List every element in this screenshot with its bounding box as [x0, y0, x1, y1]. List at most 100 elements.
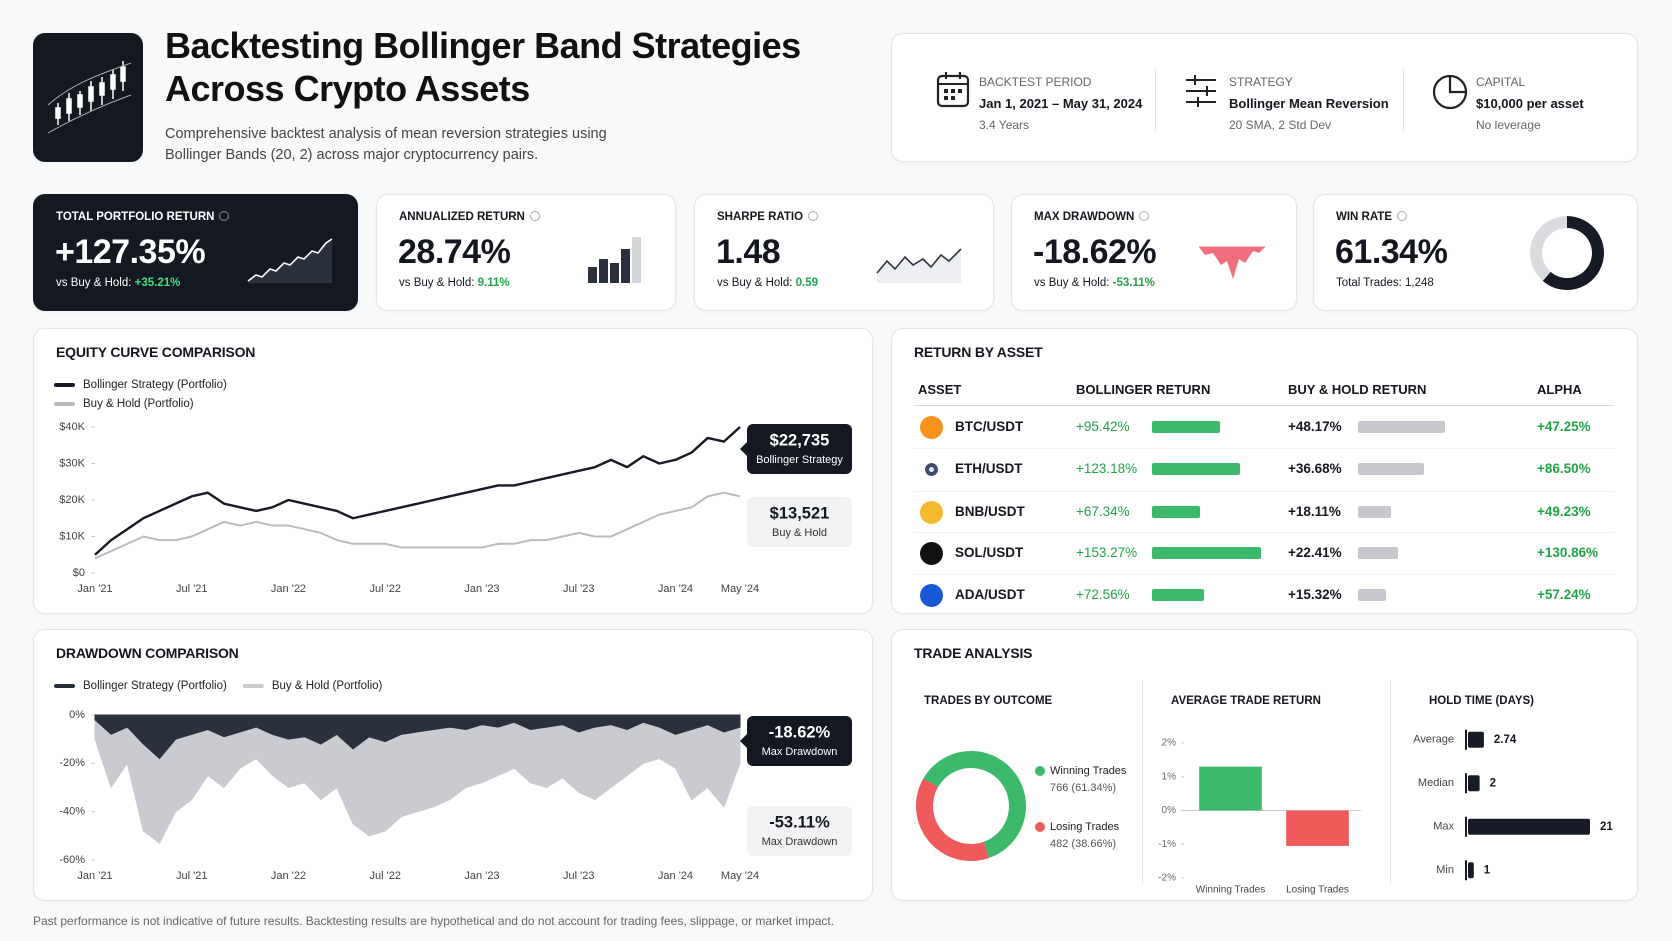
data-label: 482 (38.66%)	[1050, 838, 1116, 850]
kpi-compare-value: +35.21%	[134, 277, 181, 289]
column-header: ASSET	[918, 382, 962, 397]
y-tick-label: 0%	[69, 709, 85, 721]
divider	[1390, 680, 1391, 885]
win-rate-donut	[1530, 216, 1604, 290]
drawdown-card: DRAWDOWN COMPARISON 0% -20% -40% -60% Jan '2…	[33, 629, 873, 901]
row-rule	[914, 491, 1614, 492]
kpi-label: TOTAL PORTFOLIO RETURN	[56, 211, 230, 223]
kpi-label-text: MAX DRAWDOWN	[1034, 211, 1135, 223]
kpi-value: 1.48	[716, 233, 781, 271]
info-icon	[1397, 211, 1408, 221]
kpi-compare: vs Buy & Hold: 9.11%	[399, 277, 510, 289]
column-header: BOLLINGER RETURN	[1076, 382, 1211, 397]
meta-item: STRATEGY Bollinger Mean Reversion 20 SMA, …	[1229, 75, 1389, 132]
x-tick-label: Jan '21	[77, 583, 112, 595]
kpi-label-text: SHARPE RATIO	[717, 211, 804, 223]
bollinger-bar	[1152, 463, 1240, 475]
alpha: +47.25%	[1537, 419, 1591, 434]
kpi-compare: vs Buy & Hold: -53.11%	[1034, 277, 1155, 289]
x-tick-label: Jan '24	[658, 583, 693, 595]
legend-dot	[1035, 822, 1045, 832]
legend-label: Bollinger Strategy (Portfolio)	[83, 379, 227, 391]
buy-hold-bar	[1358, 463, 1425, 475]
callout-caption: Bollinger Strategy	[756, 454, 843, 466]
bollinger-return: +72.56%	[1076, 587, 1130, 602]
x-tick-label: Jan '22	[271, 870, 306, 882]
bollinger-bar	[1152, 421, 1220, 433]
trade-card: TRADE ANALYSIS TRADES BY OUTCOME Winning …	[891, 629, 1638, 901]
x-tick-label: Jul '21	[176, 583, 207, 595]
kpi-compare-value: 0.59	[795, 277, 819, 289]
callout-value: -18.62%	[769, 723, 831, 741]
meta-item: CAPITAL $10,000 per asset No leverage	[1476, 75, 1584, 132]
logo	[33, 33, 143, 162]
kpi-compare: vs Buy & Hold: +35.21%	[56, 277, 180, 289]
kpi-label: ANNUALIZED RETURN	[399, 211, 540, 223]
return-card: RETURN BY ASSET ASSET BOLLINGER RETURN BUY…	[891, 328, 1638, 614]
asset-icon	[920, 458, 943, 481]
kpi-value: -18.62%	[1033, 233, 1157, 271]
equity-card: EQUITY CURVE COMPARISON $0 $10K $20K $30K $4…	[33, 328, 873, 614]
sparkline	[876, 248, 962, 283]
kpi-note: Total Trades: 1,248	[1336, 277, 1434, 289]
kpi-value: +127.35%	[55, 233, 206, 271]
info-icon	[219, 211, 230, 221]
bollinger-bar	[1152, 506, 1200, 518]
data-label: 766 (61.34%)	[1050, 782, 1116, 794]
asset-name: BTC/USDT	[955, 419, 1024, 434]
info-icon	[808, 211, 819, 221]
alpha: +130.86%	[1537, 545, 1599, 560]
footer-note: Past performance is not indicative of fu…	[33, 914, 835, 928]
asset-icon	[920, 416, 943, 439]
series-line	[94, 426, 741, 556]
callout-value: $22,735	[770, 431, 830, 449]
x-tick-label: Jan '21	[77, 870, 112, 882]
chart-title: TRADES BY OUTCOME	[924, 695, 1053, 707]
legend-label: Buy & Hold (Portfolio)	[83, 398, 194, 410]
x-tick-label: Jan '22	[271, 583, 306, 595]
buy-hold-return: +36.68%	[1288, 461, 1342, 476]
y-tick-label: $30K	[59, 457, 85, 469]
x-tick-label: Jan '24	[658, 870, 693, 882]
buy-hold-return: +18.11%	[1288, 504, 1341, 519]
meta-note: 20 SMA, 2 Std Dev	[1229, 118, 1332, 132]
kpi-compare-value: -53.11%	[1112, 277, 1155, 289]
y-tick-label: $0	[73, 567, 85, 579]
row-rule	[914, 532, 1614, 533]
asset-name: SOL/USDT	[955, 545, 1024, 560]
divider	[1155, 68, 1156, 132]
equity-chart: $0 $10K $20K $30K $40K Jan '21 Jul '21 Jan '22 J…	[54, 379, 852, 595]
x-tick-label: May '24	[721, 583, 759, 595]
kpi-compare: vs Buy & Hold: 0.59	[717, 277, 818, 289]
page-subtitle: Comprehensive backtest analysis of mean …	[165, 126, 607, 163]
buy-hold-bar	[1358, 589, 1386, 601]
asset-icon	[920, 542, 943, 565]
buy-hold-bar	[1358, 547, 1399, 559]
section-title: TRADE ANALYSIS	[914, 645, 1033, 661]
x-tick-label: Jul '23	[563, 583, 594, 595]
x-tick-label: Jul '21	[176, 870, 207, 882]
y-tick-label: $20K	[59, 494, 85, 506]
y-tick-label: -20%	[59, 757, 85, 769]
pie-icon	[1432, 74, 1468, 110]
calendar-icon	[936, 72, 970, 108]
alpha: +86.50%	[1537, 461, 1591, 476]
kpi-label: WIN RATE	[1336, 211, 1408, 223]
buy-hold-return: +48.17%	[1288, 419, 1342, 434]
legend-label: Bollinger Strategy (Portfolio)	[83, 680, 227, 692]
donut-segment	[916, 778, 990, 861]
callout-box	[747, 497, 852, 547]
x-tick-label: Jan '23	[464, 870, 499, 882]
legend-label: Winning Trades	[1050, 765, 1127, 777]
callout-value: $13,521	[770, 504, 830, 522]
bollinger-return: +67.34%	[1076, 504, 1130, 519]
x-tick-label: May '24	[721, 870, 759, 882]
bollinger-bar	[1152, 589, 1204, 601]
meta-label: CAPITAL	[1476, 75, 1526, 89]
chart-title: EQUITY CURVE COMPARISON	[56, 344, 256, 360]
legend-label: Buy & Hold (Portfolio)	[272, 680, 383, 692]
kpi-card: WIN RATE 61.34% Total Trades: 1,248	[1313, 194, 1638, 311]
alpha: +57.24%	[1537, 587, 1591, 602]
series-area	[94, 714, 741, 760]
callout-box	[747, 716, 852, 766]
